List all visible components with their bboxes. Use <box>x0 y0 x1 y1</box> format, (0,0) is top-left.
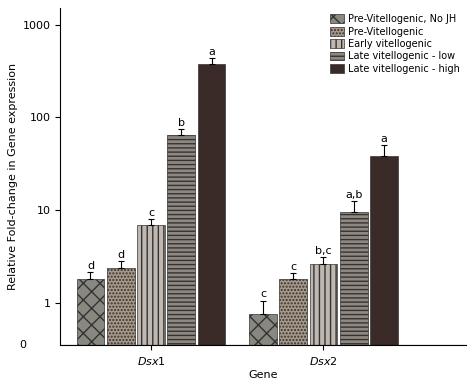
Text: a,b: a,b <box>345 190 363 200</box>
Bar <box>279 279 307 388</box>
Text: c: c <box>290 262 296 272</box>
Text: c: c <box>148 208 154 218</box>
Bar <box>249 314 277 388</box>
Bar <box>107 268 135 388</box>
Bar <box>370 156 398 388</box>
Bar <box>198 64 226 388</box>
Text: c: c <box>260 289 266 299</box>
Text: d: d <box>117 250 124 260</box>
Y-axis label: Relative Fold-change in Gene expression: Relative Fold-change in Gene expression <box>9 63 18 290</box>
Bar <box>137 225 165 388</box>
Bar <box>310 264 337 388</box>
Text: 0: 0 <box>19 340 26 350</box>
Bar <box>167 135 195 388</box>
Bar <box>77 279 104 388</box>
Legend: Pre-Vitellogenic, No JH, Pre-Vitellogenic, Early vitellogenic, Late vitellogenic: Pre-Vitellogenic, No JH, Pre-Vitellogeni… <box>328 11 463 77</box>
Text: a: a <box>208 47 215 57</box>
Text: a: a <box>381 134 387 144</box>
Text: b: b <box>178 118 185 128</box>
Text: d: d <box>87 261 94 271</box>
Bar <box>340 212 368 388</box>
X-axis label: Gene: Gene <box>248 370 278 380</box>
Text: b,c: b,c <box>315 246 332 256</box>
